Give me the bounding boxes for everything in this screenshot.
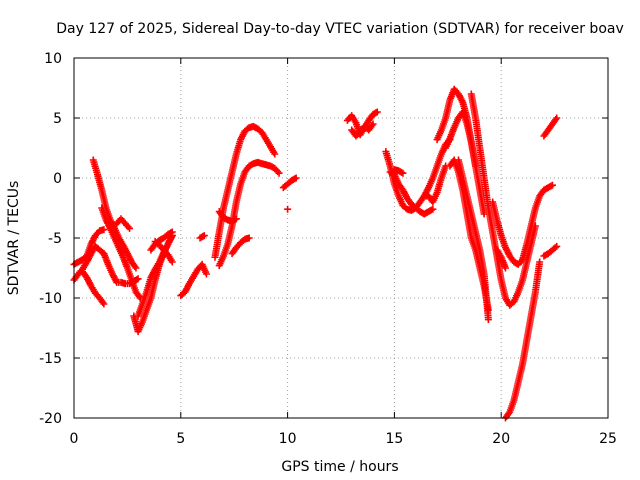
y-tick-label: 10 xyxy=(44,51,62,67)
y-axis-label: SDTVAR / TECUs xyxy=(6,181,22,296)
series-arc-32 xyxy=(493,246,509,272)
series-arc-35 xyxy=(540,114,561,140)
series-arc-5 xyxy=(98,204,144,302)
plot-frame xyxy=(73,57,609,419)
series-arc-30 xyxy=(467,90,539,309)
series-arc-2 xyxy=(70,226,108,268)
series-arc-11 xyxy=(151,238,176,266)
x-tick-label: 5 xyxy=(176,431,185,447)
series-arc-13 xyxy=(196,232,208,242)
data-points xyxy=(70,85,561,422)
series-arc-6 xyxy=(100,250,142,288)
series-arc-23 xyxy=(386,168,437,218)
series-arc-31 xyxy=(489,181,556,268)
series-arc-34 xyxy=(540,242,561,260)
x-tick-label: 25 xyxy=(599,431,617,447)
series-arc-15 xyxy=(215,158,283,270)
series-arc-33 xyxy=(501,258,544,422)
series-arc-9 xyxy=(134,232,176,320)
x-tick-label: 10 xyxy=(279,431,297,447)
series-arc-18 xyxy=(279,174,300,192)
axis-ticks: 0 5 10 15 20 25 -20 -15 -10 -5 0 5 10 xyxy=(39,51,617,447)
series-arc-19 xyxy=(284,205,292,213)
y-tick-label: 0 xyxy=(53,171,62,187)
series-arc-21 xyxy=(348,120,377,140)
chart-title: Day 127 of 2025, Sidereal Day-to-day VTE… xyxy=(56,21,624,37)
x-tick-label: 20 xyxy=(492,431,510,447)
y-tick-label: -5 xyxy=(48,231,62,247)
series-arc-7 xyxy=(113,215,134,232)
series-arc-29 xyxy=(454,156,492,324)
x-tick-label: 15 xyxy=(385,431,403,447)
series-arc-12 xyxy=(177,260,210,300)
series-arc-3 xyxy=(79,268,108,308)
series-arc-17 xyxy=(228,234,253,258)
y-tick-label: 5 xyxy=(53,111,62,127)
x-tick-label: 0 xyxy=(70,431,79,447)
y-tick-label: -15 xyxy=(39,351,62,367)
series-arc-24 xyxy=(390,166,407,177)
y-tick-label: -20 xyxy=(39,411,62,427)
series-arc-27 xyxy=(442,108,488,218)
y-tick-label: -10 xyxy=(39,291,62,307)
x-axis-label: GPS time / hours xyxy=(281,459,398,475)
series-arc-14 xyxy=(211,122,279,261)
series-arc-16 xyxy=(215,208,240,225)
